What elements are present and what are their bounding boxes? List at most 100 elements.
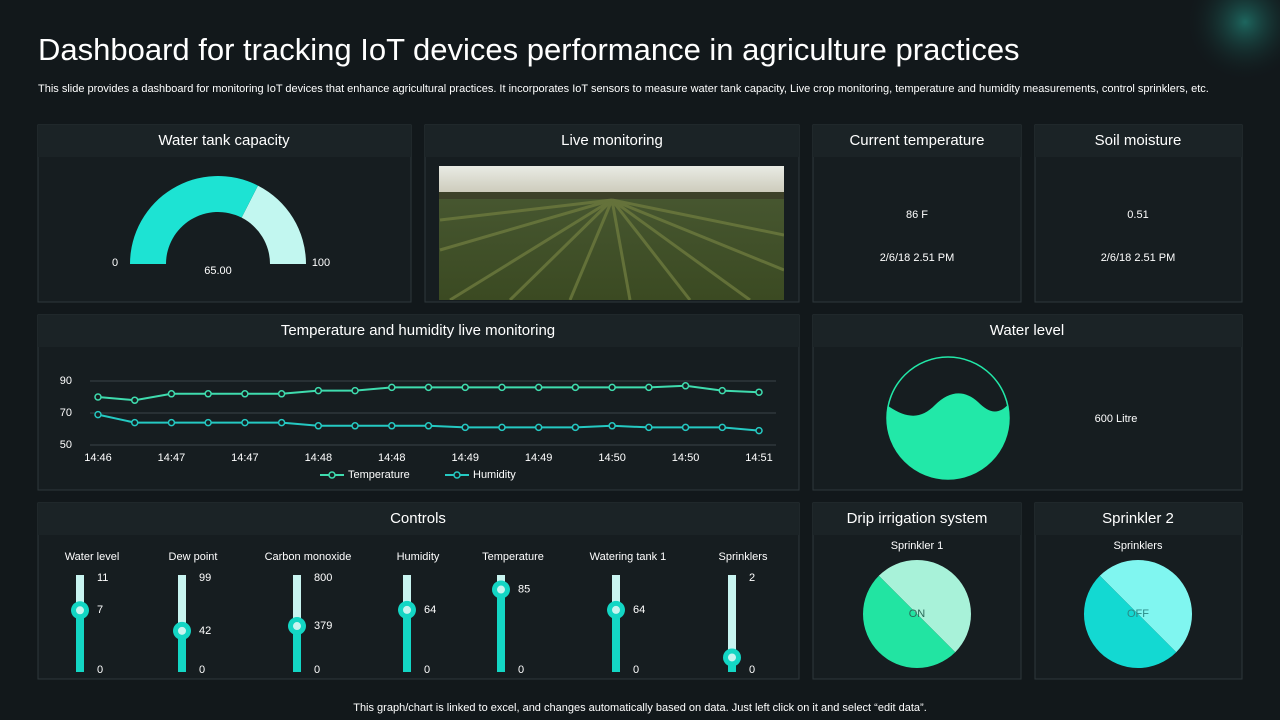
slider-knob-center bbox=[612, 605, 620, 614]
slider-fill bbox=[612, 609, 620, 672]
pie-label: Sprinklers bbox=[1114, 540, 1163, 552]
temperature-value: 86 F bbox=[906, 209, 928, 221]
series-point bbox=[755, 388, 763, 396]
slider-fill bbox=[178, 630, 186, 672]
series-point bbox=[498, 383, 506, 392]
panel-header bbox=[425, 125, 799, 157]
x-tick-label: 14:48 bbox=[305, 452, 333, 464]
slider-fill bbox=[497, 589, 505, 672]
gauge-value: 65.00 bbox=[204, 265, 232, 277]
series-point bbox=[94, 410, 102, 419]
slider-tick-label: 0 bbox=[199, 664, 205, 676]
pie-half bbox=[1083, 575, 1177, 669]
slider-knob-center bbox=[76, 606, 84, 615]
slider-knob-center bbox=[178, 626, 186, 635]
soil-value: 0.51 bbox=[1127, 209, 1148, 221]
series-point bbox=[718, 386, 727, 395]
series-point bbox=[277, 390, 286, 398]
slider-tick-label: 11 bbox=[97, 572, 108, 584]
slider-tick-label: 99 bbox=[199, 572, 211, 584]
gauge-tick-label: 0 bbox=[112, 257, 118, 269]
series-point bbox=[681, 423, 690, 432]
water-level-fill bbox=[887, 393, 1009, 479]
series-point bbox=[718, 423, 727, 432]
series-point bbox=[241, 418, 249, 427]
series-point bbox=[645, 423, 653, 432]
series-point bbox=[241, 390, 249, 398]
slider-name: Watering tank 1 bbox=[590, 551, 667, 563]
panel-title: Current temperature bbox=[849, 132, 984, 149]
legend-label: Temperature bbox=[348, 469, 410, 481]
slider-value: 379 bbox=[314, 620, 332, 632]
series-point bbox=[608, 383, 616, 392]
pie-half bbox=[1099, 559, 1193, 653]
slider-tick-label: 800 bbox=[314, 572, 332, 584]
panel-header bbox=[38, 315, 799, 347]
panel-header bbox=[813, 503, 1021, 535]
series-point bbox=[130, 396, 139, 404]
pie-half bbox=[863, 575, 956, 668]
slider-fill bbox=[76, 610, 84, 672]
slider-value: 64 bbox=[633, 604, 645, 616]
series-point bbox=[681, 382, 690, 390]
panel-title: Soil moisture bbox=[1095, 132, 1182, 149]
slider-tick-label: 0 bbox=[424, 664, 430, 676]
panel-title: Live monitoring bbox=[561, 132, 663, 149]
panel-header bbox=[38, 503, 799, 535]
slider-name: Water level bbox=[65, 551, 120, 563]
slider-value: 64 bbox=[424, 604, 436, 616]
slider-tick-label: 0 bbox=[633, 664, 639, 676]
x-tick-label: 14:50 bbox=[598, 452, 626, 464]
panel-title: Drip irrigation system bbox=[847, 510, 988, 527]
slider-name: Carbon monoxide bbox=[265, 551, 352, 563]
panel-header bbox=[1035, 503, 1242, 535]
timestamp: 2/6/18 2.51 PM bbox=[1101, 252, 1176, 264]
pie-state: OFF bbox=[1127, 608, 1149, 620]
footer-note: This graph/chart is linked to excel, and… bbox=[353, 702, 927, 714]
series-point bbox=[351, 422, 359, 430]
gauge-tick-label: 100 bbox=[312, 257, 330, 269]
y-tick-label: 70 bbox=[60, 407, 72, 419]
x-tick-label: 14:46 bbox=[84, 452, 112, 464]
slider-value: 7 bbox=[97, 604, 103, 616]
series-point bbox=[424, 383, 433, 392]
panel-title: Controls bbox=[390, 510, 446, 527]
series-point bbox=[424, 422, 433, 430]
series-point bbox=[498, 423, 506, 432]
slider-tick-label: 0 bbox=[518, 664, 524, 676]
panel-header bbox=[38, 125, 411, 157]
series-point bbox=[167, 390, 176, 398]
x-tick-label: 14:50 bbox=[672, 452, 700, 464]
slider-name: Dew point bbox=[169, 551, 218, 563]
series-point bbox=[461, 423, 469, 432]
field-image bbox=[439, 166, 784, 300]
x-tick-label: 14:47 bbox=[231, 452, 259, 464]
panel-header bbox=[1035, 125, 1242, 157]
series-point bbox=[755, 426, 763, 435]
legend-marker bbox=[328, 471, 336, 479]
pie-half bbox=[878, 560, 971, 653]
panel-title: Sprinkler 2 bbox=[1102, 510, 1174, 527]
slider-knob-center bbox=[497, 585, 505, 594]
series-point bbox=[461, 383, 469, 392]
gauge-fill bbox=[130, 176, 258, 264]
series-point bbox=[645, 383, 653, 392]
page-title: Dashboard for tracking IoT devices perfo… bbox=[38, 32, 1020, 67]
series-point bbox=[388, 422, 396, 430]
series-point bbox=[314, 422, 323, 430]
series-point bbox=[571, 383, 580, 392]
legend-marker bbox=[453, 471, 461, 479]
panel-title: Water tank capacity bbox=[158, 132, 290, 149]
water-level-value: 600 Litre bbox=[1095, 413, 1138, 425]
series-point bbox=[534, 423, 543, 432]
slider-track bbox=[728, 575, 736, 672]
panel-header bbox=[813, 125, 1021, 157]
slider-value: 85 bbox=[518, 583, 530, 595]
series-point bbox=[351, 386, 359, 395]
slider-tick-label: 2 bbox=[749, 572, 755, 584]
pie-label: Sprinkler 1 bbox=[891, 540, 944, 552]
panel-header bbox=[813, 315, 1242, 347]
panel-title: Temperature and humidity live monitoring bbox=[281, 322, 555, 339]
